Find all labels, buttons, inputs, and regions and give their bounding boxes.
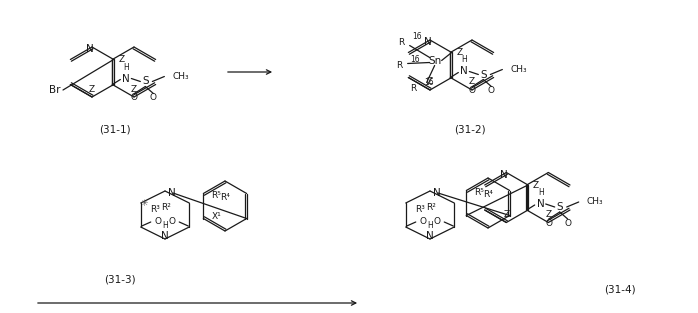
Text: N: N [122, 74, 131, 84]
Text: R²: R² [426, 203, 436, 213]
Text: (31-2): (31-2) [454, 125, 486, 135]
Text: ✳: ✳ [140, 198, 147, 208]
Text: (31-3): (31-3) [104, 275, 136, 285]
Text: Z: Z [89, 85, 95, 94]
Text: R⁴: R⁴ [220, 193, 230, 202]
Text: H: H [461, 55, 467, 64]
Text: (31-1): (31-1) [99, 125, 131, 135]
Text: R⁵: R⁵ [475, 188, 484, 197]
Text: O: O [488, 86, 495, 95]
Text: Br: Br [48, 85, 60, 95]
Text: R²: R² [161, 203, 171, 213]
Text: 16: 16 [410, 55, 420, 64]
Text: O: O [419, 218, 426, 227]
Text: O: O [168, 218, 175, 227]
Text: Sn: Sn [429, 55, 442, 65]
Text: R: R [410, 84, 417, 93]
Text: N: N [86, 44, 94, 54]
Text: N: N [500, 170, 508, 179]
Text: 16: 16 [424, 78, 434, 87]
Text: N: N [537, 199, 544, 209]
Text: H: H [124, 63, 129, 71]
Text: O: O [150, 93, 157, 102]
Text: H: H [162, 221, 168, 230]
Text: Z: Z [503, 210, 510, 219]
Text: O: O [545, 218, 552, 228]
Text: O: O [564, 218, 571, 228]
Text: R: R [396, 61, 403, 70]
Text: N: N [433, 188, 440, 198]
Text: O: O [131, 93, 138, 102]
Text: O: O [469, 86, 476, 95]
Text: CH₃: CH₃ [172, 72, 189, 81]
Text: 16: 16 [413, 32, 422, 41]
Text: Z: Z [545, 210, 551, 219]
Text: N: N [424, 37, 432, 47]
Text: X¹: X¹ [211, 212, 221, 221]
Text: Z: Z [533, 181, 539, 189]
Text: O: O [433, 218, 440, 227]
Text: H: H [427, 221, 433, 230]
Text: N: N [426, 231, 434, 241]
Text: Z: Z [119, 55, 124, 64]
Text: S: S [556, 202, 563, 212]
Text: Z: Z [427, 78, 433, 86]
Text: N: N [161, 231, 169, 241]
Text: CH₃: CH₃ [587, 198, 603, 207]
Text: Z: Z [469, 78, 475, 86]
Text: S: S [142, 76, 149, 86]
Text: R⁴: R⁴ [483, 190, 493, 199]
Text: R: R [399, 38, 405, 47]
Text: O: O [155, 218, 162, 227]
Text: R³: R³ [150, 204, 160, 213]
Text: H: H [538, 188, 544, 197]
Text: (31-4): (31-4) [604, 285, 636, 295]
Text: N: N [168, 188, 176, 198]
Text: CH₃: CH₃ [510, 65, 527, 74]
Text: R³: R³ [415, 204, 425, 213]
Text: N: N [461, 66, 468, 76]
Text: R⁵: R⁵ [211, 191, 221, 200]
Text: Z: Z [131, 85, 137, 94]
Text: Z: Z [456, 48, 463, 57]
Text: S: S [480, 69, 487, 80]
